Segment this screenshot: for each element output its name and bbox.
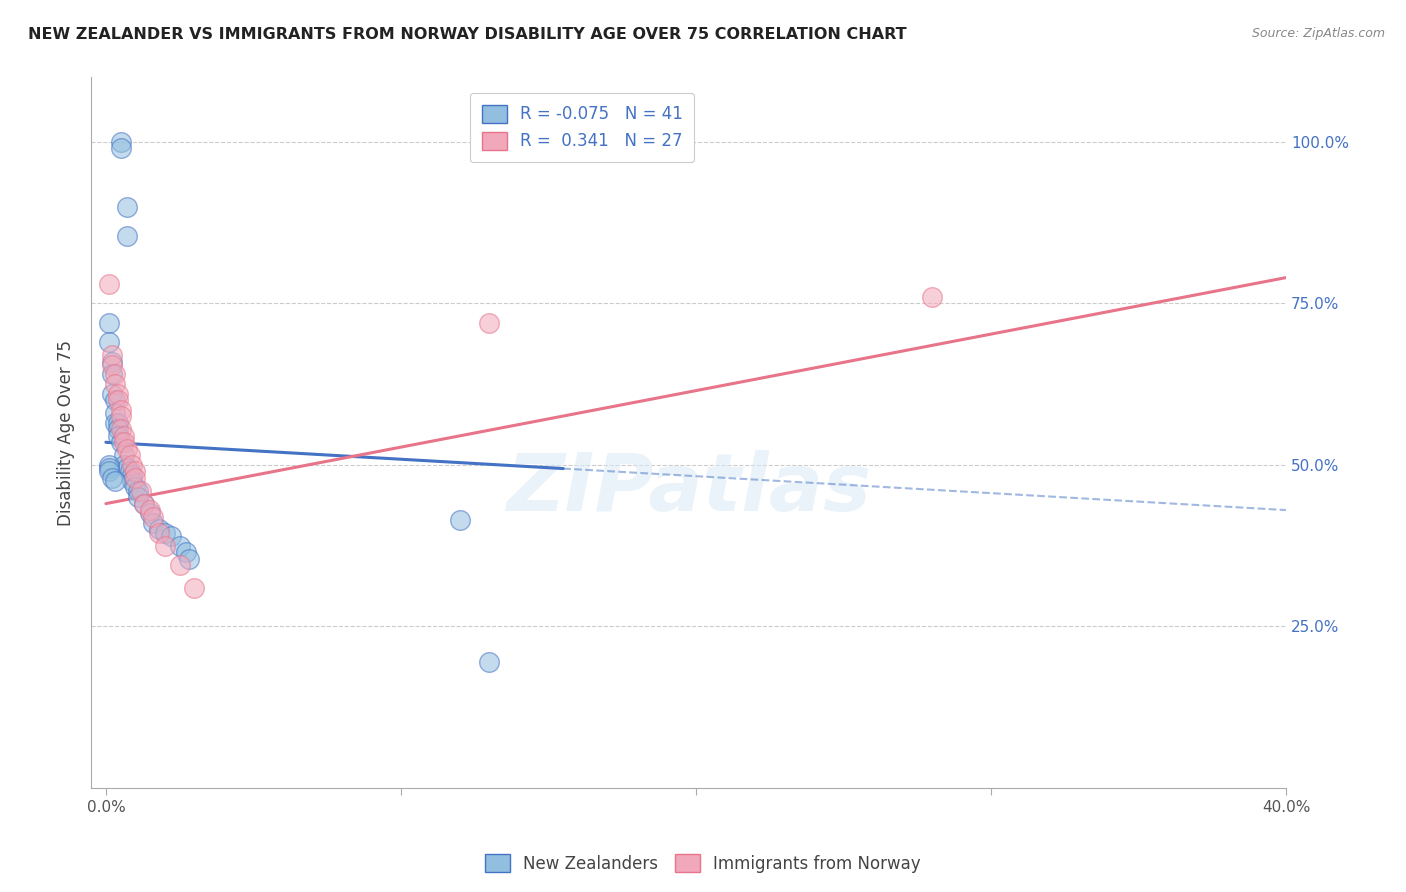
Point (107, 387, 129, 401)
Point (110, 403, 132, 417)
Point (97, 277, 120, 291)
Point (127, 490, 149, 504)
Point (104, 377, 127, 392)
Point (101, 354, 124, 368)
Point (97, 335, 120, 350)
Point (112, 429, 135, 443)
Point (449, 513, 471, 527)
Point (115, 442, 138, 456)
Point (124, 471, 146, 485)
Point (139, 506, 162, 520)
Point (107, 393, 129, 408)
Point (115, 200, 138, 214)
Point (97, 316, 120, 330)
Point (142, 516, 165, 530)
Text: ZIPatlas: ZIPatlas (506, 450, 872, 528)
Point (177, 551, 200, 566)
Point (104, 393, 127, 408)
Point (121, 474, 143, 488)
Point (169, 539, 191, 553)
Point (115, 461, 138, 475)
Point (110, 422, 132, 436)
Point (104, 416, 127, 430)
Point (134, 497, 156, 511)
Point (112, 458, 135, 472)
Point (118, 448, 141, 462)
Point (139, 503, 162, 517)
Text: NEW ZEALANDER VS IMMIGRANTS FROM NORWAY DISABILITY AGE OVER 75 CORRELATION CHART: NEW ZEALANDER VS IMMIGRANTS FROM NORWAY … (28, 27, 907, 42)
Point (110, 135, 132, 149)
Point (124, 464, 146, 478)
Point (97, 461, 120, 475)
Point (115, 228, 138, 243)
Point (142, 509, 165, 524)
Point (159, 529, 181, 543)
Point (112, 435, 135, 450)
Point (97, 464, 120, 478)
Point (148, 525, 170, 540)
Point (183, 581, 205, 595)
Point (121, 467, 143, 482)
Legend: R = -0.075   N = 41, R =  0.341   N = 27: R = -0.075 N = 41, R = 0.341 N = 27 (470, 93, 695, 161)
Text: Source: ZipAtlas.com: Source: ZipAtlas.com (1251, 27, 1385, 40)
Point (134, 497, 156, 511)
Point (104, 368, 127, 382)
Point (478, 316, 501, 330)
Point (107, 416, 129, 430)
Point (478, 655, 501, 669)
Point (101, 358, 124, 372)
Point (107, 429, 129, 443)
Point (101, 348, 124, 362)
Point (112, 448, 135, 462)
Point (118, 464, 141, 478)
Point (148, 523, 170, 537)
Point (131, 483, 153, 498)
Point (104, 474, 127, 488)
Point (169, 558, 191, 572)
Legend: New Zealanders, Immigrants from Norway: New Zealanders, Immigrants from Norway (478, 847, 928, 880)
Point (121, 458, 143, 472)
Point (107, 422, 129, 436)
Point (97, 458, 120, 472)
Point (110, 141, 132, 155)
Point (153, 525, 176, 540)
Point (110, 409, 132, 424)
Point (104, 406, 127, 420)
Point (174, 545, 197, 559)
Point (101, 387, 124, 401)
Point (127, 483, 149, 498)
Point (101, 368, 124, 382)
Point (101, 471, 124, 485)
Point (921, 290, 943, 304)
Point (124, 481, 146, 495)
Y-axis label: Disability Age Over 75: Disability Age Over 75 (58, 340, 75, 525)
Point (110, 435, 132, 450)
Point (153, 539, 176, 553)
